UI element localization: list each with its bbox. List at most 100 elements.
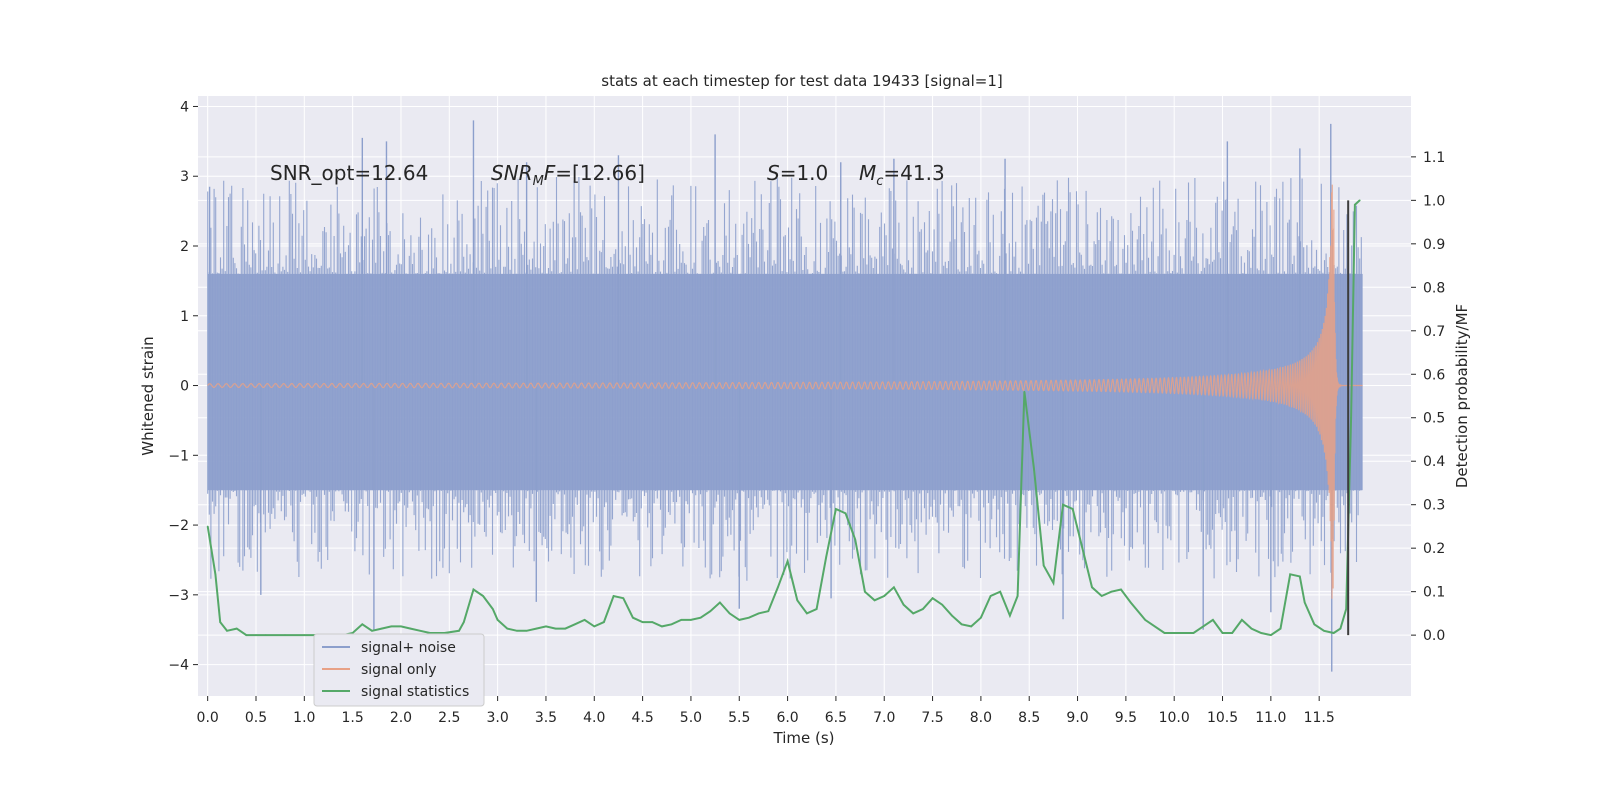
y2-tick-label: 0.4 [1423,454,1445,470]
x-tick-label: 9.5 [1115,710,1137,726]
stats-point [429,632,431,634]
stats-point [1241,619,1243,621]
stats-point [641,621,644,623]
mc-label: M [859,161,876,185]
y2-tick-label: 0.8 [1423,280,1445,296]
x-tick-label: 11.5 [1304,710,1335,726]
x-tick-label: 8.5 [1018,710,1040,726]
y-ticks: −4 −3 −2 −1 0 1 2 3 4 [168,99,198,674]
stats-point [1110,590,1113,593]
stats-point [255,634,257,636]
stats-point [1042,564,1045,567]
x-tick-label: 3.0 [486,710,508,726]
stats-point [351,632,354,634]
stats-point [535,627,538,630]
x-tick-label: 6.0 [776,710,798,726]
stats-point [1100,595,1103,597]
stats-point [482,595,484,597]
x-tick-label: 1.5 [342,710,364,726]
s-annotation: S=1.0 [767,161,828,185]
s-label: S [767,161,780,185]
x-tick-label: 2.0 [390,710,412,726]
stats-point [825,556,827,558]
stats-point [443,632,446,634]
stats-point [496,619,499,621]
stats-point [777,586,779,589]
stats-point [1359,199,1361,202]
stats-point [612,595,615,597]
stats-point [1009,614,1011,617]
stats-line-group [206,199,1361,637]
stats-point [1144,619,1146,621]
stats-point [1270,634,1272,636]
stats-point [419,630,422,632]
annotations: SNR_opt=12.64 SNRMF=[12.66] S=1.0 Mc=41.… [270,161,945,189]
stats-point [1332,632,1335,634]
stats-point [214,573,217,576]
y-tick-label: 0 [180,379,189,395]
signal-chirp [207,184,1363,599]
x-tick-label: 8.0 [970,710,992,726]
stats-point [264,634,267,636]
mc-subscript: c [876,174,883,189]
stats-point [661,625,663,628]
y2-ticks: 0.0 0.1 0.2 0.3 0.4 0.5 0.6 0.7 0.8 0.9 1.0 1.1 [1411,150,1445,644]
stats-point [525,630,528,632]
x-tick-label: 10.0 [1159,710,1190,726]
noise-trace [207,177,1362,581]
y-tick-label: 3 [180,169,189,185]
stats-point [980,616,982,619]
y2-tick-label: 0.7 [1423,324,1445,340]
stats-point [1260,632,1262,634]
x-tick-label: 5.5 [728,710,750,726]
y-axis-label: Whitened strain [139,336,157,455]
stats-point [873,599,876,602]
stats-point [554,627,557,630]
stats-point [632,616,634,619]
stats-point [1323,630,1325,632]
stats-point [951,614,953,617]
y-tick-label: 4 [180,99,189,115]
stats-point [1062,503,1064,506]
stats-point [844,512,847,515]
stats-point [245,634,248,636]
x-tick-label: 9.0 [1066,710,1088,726]
stats-point [1299,575,1301,578]
stats-point [545,625,547,628]
stats-point [1129,601,1132,604]
y2-axis-label: Detection probability/MF [1453,304,1471,488]
stats-point [380,627,383,630]
stats-point [1345,608,1347,610]
y-tick-label: 2 [180,239,189,255]
stats-point [989,595,992,597]
stats-point [1023,390,1026,393]
stats-point [690,619,692,621]
y2-tick-label: 0.5 [1423,411,1445,427]
stats-point [226,630,228,632]
stats-point [931,597,934,599]
stats-point [999,590,1001,593]
stats-point [1313,623,1316,626]
stats-point [970,625,972,628]
stats-point [516,630,518,632]
stats-point [651,621,654,623]
x-tick-label: 7.0 [873,710,895,726]
x-tick-label: 4.5 [631,710,653,726]
stats-point [1071,508,1074,510]
stats-point [815,608,818,610]
stats-point [506,627,509,630]
stats-point [583,619,586,621]
stats-point [1279,627,1282,630]
chart-title: stats at each timestep for test data 194… [601,72,1002,90]
y2-tick-label: 0.2 [1423,541,1445,557]
stats-point [1052,582,1055,584]
mc-value: =41.3 [883,161,944,185]
stats-point [463,621,465,623]
stats-point [390,625,393,628]
stats-point [1350,416,1352,419]
stats-point [1081,547,1084,549]
stats-point [728,612,731,615]
y-tick-label: −4 [168,658,189,674]
stats-point [1339,627,1342,630]
